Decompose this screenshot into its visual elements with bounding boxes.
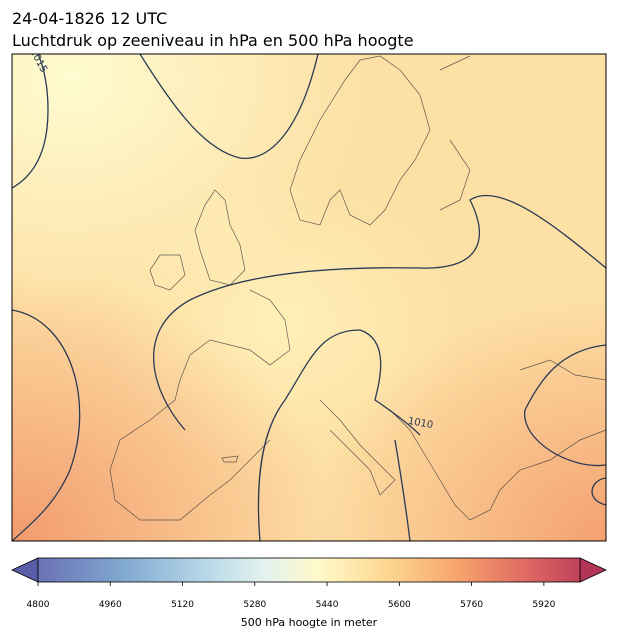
isobar	[394, 439, 606, 541]
map: 1015 1010	[12, 54, 606, 541]
isobar	[524, 344, 606, 467]
isobar	[12, 309, 81, 541]
isobar	[153, 194, 606, 431]
colorbar-tick-label: 5440	[316, 600, 339, 610]
coastline	[221, 455, 239, 463]
colorbar-tick-label: 4960	[99, 600, 122, 610]
colorbar-tick-label: 5120	[171, 600, 194, 610]
coastline	[319, 399, 396, 496]
field-shade	[12, 54, 606, 541]
colorbar-label: 500 hPa hoogte in meter	[241, 616, 378, 629]
isobar	[12, 54, 49, 189]
isobar	[257, 329, 421, 541]
coastline	[149, 254, 186, 291]
colorbar-tick-label: 5280	[243, 600, 266, 610]
colorbar-tick-label: 5920	[532, 600, 555, 610]
coastline	[194, 189, 246, 286]
subtitle: Luchtdruk op zeeniveau in hPa en 500 hPa…	[12, 31, 414, 50]
coastline	[289, 55, 431, 226]
colorbar	[11, 557, 607, 583]
map-frame	[11, 53, 607, 542]
coastline	[439, 55, 471, 211]
isobar	[139, 54, 319, 159]
coastline	[389, 409, 606, 521]
coastlines	[109, 55, 606, 521]
coastline	[109, 289, 291, 521]
colorbar-extend-high	[579, 557, 607, 583]
isobars	[12, 54, 606, 541]
colorbar-body	[37, 557, 581, 583]
title: 24-04-1826 12 UTC	[12, 9, 167, 28]
colorbar-tick-label: 5760	[460, 600, 483, 610]
colorbar-tick-label: 5600	[388, 600, 411, 610]
colorbar-extend-low	[11, 557, 39, 583]
coastline	[519, 359, 606, 381]
contour-label: 1010	[407, 416, 434, 431]
colorbar-tick-label: 4800	[27, 600, 50, 610]
